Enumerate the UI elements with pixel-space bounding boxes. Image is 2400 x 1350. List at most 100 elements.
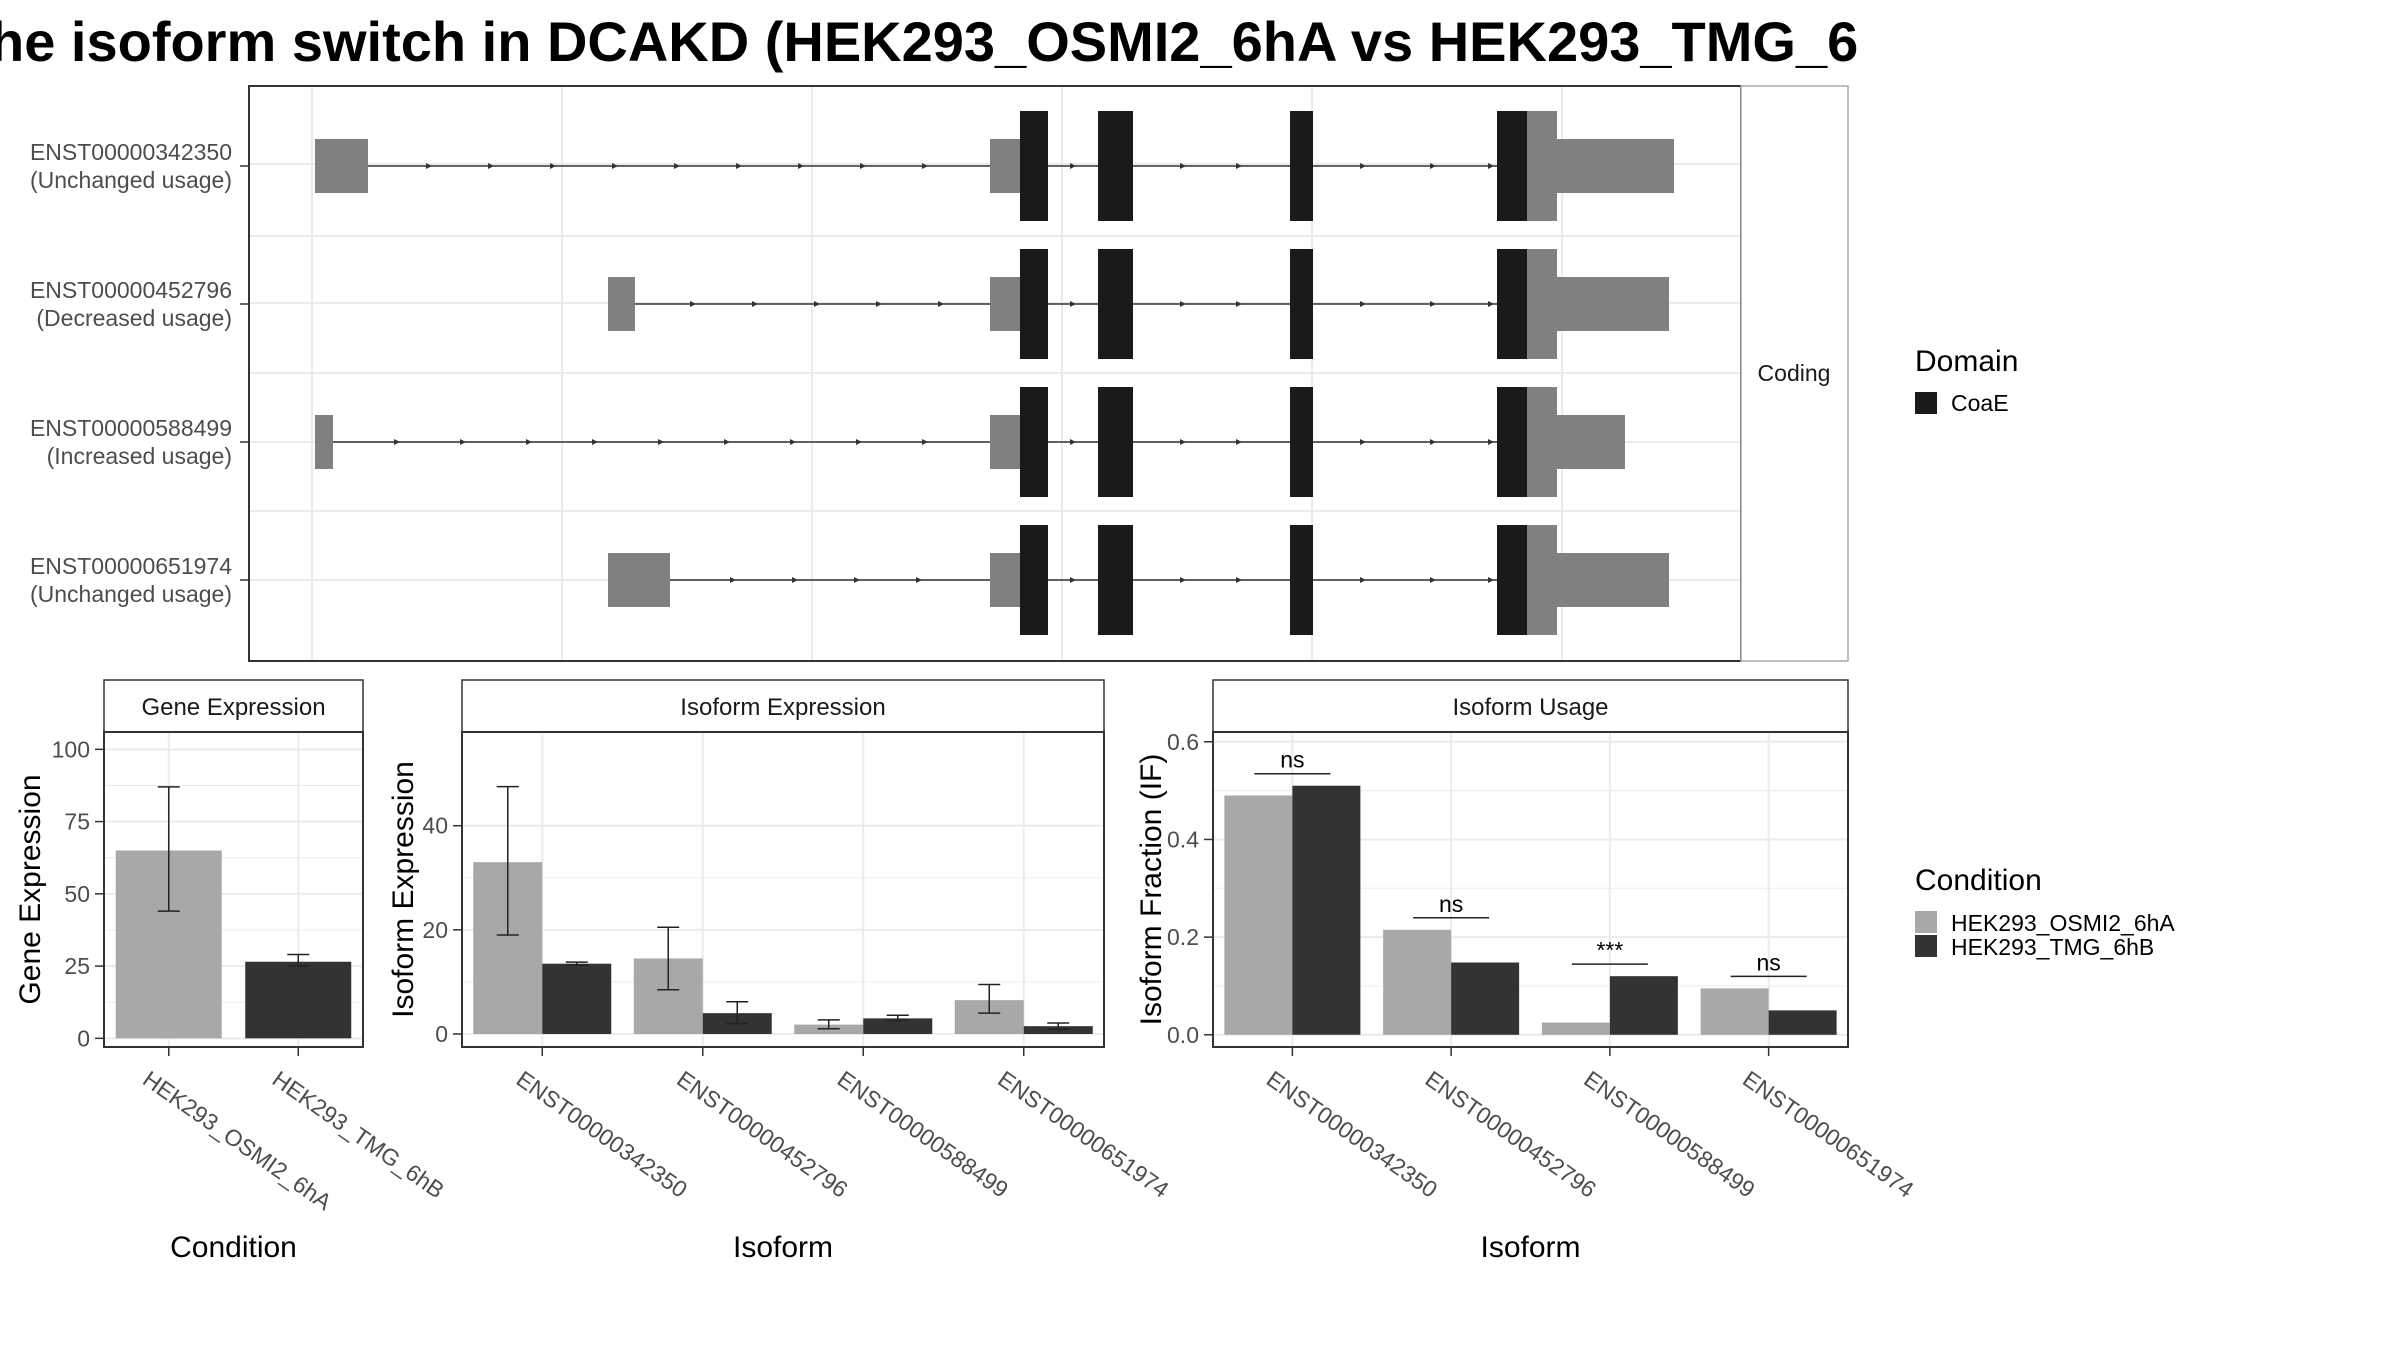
bar [1541, 1022, 1610, 1035]
utr-exon [608, 553, 670, 607]
utr-exon [990, 139, 1020, 193]
isoform-track-3 [315, 387, 1625, 497]
cds-exon [1020, 387, 1048, 497]
bar [1023, 1026, 1093, 1034]
x-tick-label: ENST00000651974 [993, 1066, 1174, 1203]
condition-legend-label-a: HEK293_OSMI2_6hA [1951, 910, 2175, 936]
bar [1700, 988, 1769, 1035]
utr-exon [608, 277, 635, 331]
y-tick-label: 0.2 [1167, 924, 1199, 950]
y-tick-label: 20 [422, 917, 448, 943]
utr-exon [990, 415, 1020, 469]
utr-exon [1557, 415, 1625, 469]
isoform-track-2 [608, 249, 1669, 359]
domain-legend: Domain CoaE [1915, 345, 2018, 416]
condition-legend-swatch-b [1915, 935, 1937, 957]
isoform-usage-label: (Increased usage) [47, 443, 232, 469]
x-axis-label: Isoform [733, 1231, 833, 1264]
isoform-id-label: ENST00000342350 [30, 139, 232, 165]
intron-arrows [426, 163, 1494, 169]
utr-exon [1557, 553, 1669, 607]
utr-exon [315, 139, 368, 193]
panel-title: Isoform Expression [680, 694, 885, 721]
y-tick-label: 0.4 [1167, 826, 1199, 852]
cds-exon [1098, 525, 1133, 635]
y-tick-label: 100 [52, 736, 90, 762]
structure-facet-strip [1740, 85, 1849, 662]
isoform-usage-panel: Isoform Usage ns ENST00000342350 ns ENST0000… [1135, 679, 1919, 1264]
y-tick-label: 75 [64, 809, 90, 835]
isoform-usage-label: (Unchanged usage) [30, 167, 232, 193]
isoform-id-label: ENST00000651974 [30, 553, 232, 579]
isoform-usage-label: (Decreased usage) [36, 305, 232, 331]
cds-exon [1098, 111, 1133, 221]
x-axis-label: Isoform [1480, 1231, 1580, 1264]
isoform-labels: ENST00000342350 (Unchanged usage) ENST00… [30, 139, 232, 607]
y-tick-label: 0.6 [1167, 729, 1199, 755]
transcript-structure-panel: Coding ENST00000342350 (Unchanged usage)… [30, 85, 1849, 662]
utr-exon [1527, 525, 1557, 635]
isoform-id-label: ENST00000452796 [30, 277, 232, 303]
significance-label: ns [1280, 747, 1304, 773]
utr-exon [1557, 139, 1674, 193]
y-axis-label: Isoform Expression [387, 761, 420, 1018]
intron-arrows [394, 439, 1494, 445]
condition-legend: Condition HEK293_OSMI2_6hA HEK293_TMG_6h… [1915, 864, 2175, 960]
significance-label: ns [1439, 891, 1463, 917]
significance-label: *** [1596, 937, 1623, 963]
y-tick-label: 50 [64, 881, 90, 907]
utr-exon [1527, 249, 1557, 359]
panel-border [103, 731, 364, 1048]
domain-legend-title: Domain [1915, 345, 2018, 378]
cds-exon [1098, 249, 1133, 359]
cds-exon [1497, 111, 1527, 221]
panel-strip [461, 679, 1105, 733]
bar [863, 1018, 933, 1034]
panel-strip [1212, 679, 1849, 733]
cds-exon [1290, 111, 1313, 221]
isoform-id-label: ENST00000588499 [30, 415, 232, 441]
bar [1292, 785, 1361, 1035]
cds-exon [1497, 249, 1527, 359]
intron-arrows [730, 577, 1494, 583]
y-axis-label: Gene Expression [14, 774, 47, 1004]
condition-legend-label-b: HEK293_TMG_6hB [1951, 934, 2154, 960]
isoform-track-4 [608, 525, 1669, 635]
significance-label: ns [1756, 949, 1780, 975]
x-tick-label: ENST00000588499 [833, 1066, 1013, 1203]
intron-arrows [690, 301, 1494, 307]
bar [542, 963, 612, 1034]
bar [245, 961, 352, 1039]
x-tick-label: ENST00000452796 [1421, 1066, 1601, 1203]
y-tick-label: 25 [64, 953, 90, 979]
utr-exon [315, 415, 333, 469]
panel-title: Isoform Usage [1452, 694, 1608, 721]
cds-exon [1020, 249, 1048, 359]
x-tick-label: ENST00000651974 [1738, 1066, 1919, 1203]
panel-border [1212, 731, 1849, 1048]
isoform-track-1 [315, 111, 1674, 221]
bar [1224, 795, 1293, 1035]
cds-exon [1020, 111, 1048, 221]
cds-exon [1290, 387, 1313, 497]
utr-exon [990, 277, 1020, 331]
cds-exon [1098, 387, 1133, 497]
bar [1768, 1010, 1837, 1035]
x-tick-label: ENST00000588499 [1579, 1066, 1759, 1203]
bar [1383, 929, 1452, 1035]
y-tick-label: 40 [422, 813, 448, 839]
structure-facet-label: Coding [1758, 360, 1831, 386]
bar [1451, 962, 1520, 1035]
x-tick-label: ENST00000452796 [672, 1066, 852, 1203]
structure-y-ticks [240, 165, 249, 581]
domain-legend-swatch [1915, 392, 1937, 414]
domain-legend-label: CoaE [1951, 390, 2009, 416]
y-tick-label: 0 [435, 1021, 448, 1047]
cds-exon [1497, 387, 1527, 497]
x-tick-label: ENST00000342350 [512, 1066, 692, 1203]
cds-exon [1497, 525, 1527, 635]
panel-border [461, 731, 1105, 1048]
x-tick-label: ENST00000342350 [1262, 1066, 1442, 1203]
cds-exon [1290, 525, 1313, 635]
figure-title: he isoform switch in DCAKD (HEK293_OSMI2… [0, 10, 1858, 73]
